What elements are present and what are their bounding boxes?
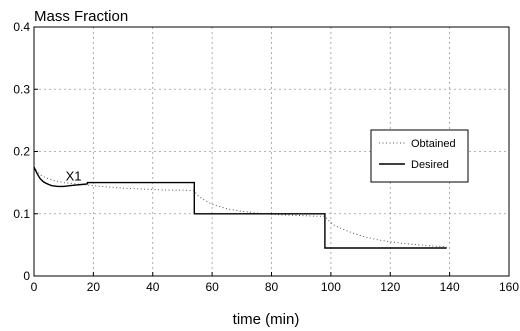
x-tick-label: 20	[87, 280, 101, 294]
legend-label: Desired	[411, 159, 449, 171]
series-layer	[33, 166, 447, 249]
x-tick-label: 120	[380, 280, 400, 294]
x-tick-label: 160	[499, 280, 519, 294]
x-axis-label: time (min)	[233, 311, 300, 328]
chart-title: Mass Fraction	[34, 8, 128, 25]
legend: Obtained Desired	[370, 129, 469, 183]
axis-ticks: 0 20 40 60 80 100 120 140 160 0 0.1 0.2 0.3 0.4	[13, 20, 519, 294]
x-tick-label: 100	[321, 280, 341, 294]
y-tick-label: 0.1	[13, 207, 30, 221]
x-tick-label: 60	[205, 280, 219, 294]
y-tick-label: 0.4	[13, 20, 30, 34]
y-tick-label: 0.3	[13, 82, 30, 96]
x-tick-label: 40	[146, 280, 160, 294]
x-tick-label: 80	[265, 280, 279, 294]
y-tick-label: 0	[23, 269, 30, 283]
legend-label: Obtained	[411, 138, 456, 150]
annotation-x1: X1	[66, 168, 82, 183]
series-line-obtained	[33, 166, 447, 248]
legend-box	[370, 129, 469, 183]
y-tick-label: 0.2	[13, 145, 30, 159]
x-tick-label: 0	[31, 280, 38, 294]
x-tick-label: 140	[440, 280, 460, 294]
series-line-desired	[33, 166, 447, 249]
